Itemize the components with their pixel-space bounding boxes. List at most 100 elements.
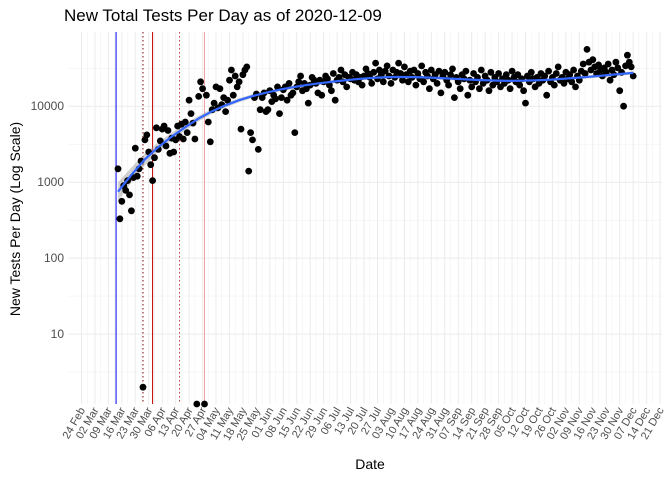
data-point bbox=[133, 172, 141, 180]
data-point bbox=[329, 70, 337, 77]
data-point bbox=[447, 71, 454, 79]
data-point bbox=[343, 83, 351, 91]
plot-background bbox=[68, 32, 662, 404]
data-point bbox=[379, 78, 387, 86]
data-point bbox=[508, 67, 516, 75]
data-point bbox=[485, 87, 493, 95]
data-point bbox=[552, 70, 560, 77]
data-point bbox=[427, 66, 435, 74]
data-point bbox=[437, 89, 445, 97]
data-point bbox=[401, 63, 408, 71]
data-point bbox=[328, 87, 335, 95]
data-point bbox=[468, 83, 476, 91]
data-point bbox=[381, 67, 389, 75]
data-point bbox=[249, 136, 256, 144]
data-point bbox=[201, 400, 208, 408]
data-point bbox=[195, 93, 203, 100]
data-point bbox=[164, 127, 172, 134]
data-point bbox=[464, 91, 472, 99]
data-point bbox=[358, 81, 366, 89]
y-axis-ticks: 10 100 1000 10000 bbox=[31, 99, 65, 341]
data-point bbox=[527, 68, 535, 76]
data-point bbox=[224, 96, 232, 104]
y-tick-label: 10 bbox=[51, 327, 65, 341]
data-point bbox=[278, 94, 285, 101]
data-point bbox=[179, 135, 187, 143]
data-point bbox=[114, 165, 122, 173]
data-point bbox=[304, 99, 312, 107]
data-point bbox=[193, 400, 201, 408]
data-point bbox=[441, 68, 449, 76]
data-point bbox=[543, 91, 551, 99]
data-point bbox=[560, 80, 568, 87]
data-point bbox=[245, 167, 253, 175]
data-point bbox=[476, 85, 483, 93]
data-point bbox=[579, 60, 587, 68]
data-point bbox=[420, 78, 427, 86]
data-point bbox=[222, 108, 230, 115]
data-point bbox=[254, 146, 262, 153]
data-point bbox=[199, 85, 207, 93]
data-point bbox=[326, 81, 333, 89]
data-point bbox=[435, 67, 443, 75]
data-point bbox=[291, 129, 299, 137]
data-point bbox=[418, 62, 426, 70]
data-point bbox=[583, 46, 591, 53]
data-point bbox=[191, 135, 199, 143]
data-point bbox=[541, 72, 549, 80]
data-point bbox=[370, 68, 378, 76]
data-point bbox=[337, 66, 345, 74]
data-point bbox=[153, 124, 160, 132]
data-point bbox=[243, 63, 251, 71]
data-point bbox=[122, 187, 130, 194]
data-point bbox=[397, 70, 404, 77]
data-point bbox=[149, 177, 157, 185]
data-point bbox=[624, 51, 631, 59]
data-point bbox=[550, 81, 558, 89]
data-point bbox=[228, 66, 235, 74]
data-point bbox=[226, 76, 233, 84]
data-point bbox=[570, 66, 577, 74]
data-point bbox=[139, 383, 147, 391]
smooth-trend bbox=[117, 71, 634, 193]
data-point bbox=[506, 85, 514, 93]
data-point bbox=[160, 122, 168, 130]
data-point bbox=[426, 85, 433, 93]
data-point bbox=[502, 71, 510, 79]
y-tick-label: 1000 bbox=[37, 175, 64, 189]
data-point bbox=[335, 74, 343, 81]
data-point bbox=[274, 83, 281, 91]
y-tick-label: 100 bbox=[44, 251, 64, 265]
data-point bbox=[272, 95, 279, 103]
data-point bbox=[516, 81, 524, 89]
data-point bbox=[237, 125, 245, 133]
y-tick-label: 10000 bbox=[31, 99, 65, 113]
data-point bbox=[170, 148, 178, 156]
data-point bbox=[572, 83, 579, 91]
data-point bbox=[289, 89, 297, 97]
data-point bbox=[614, 64, 622, 72]
data-point bbox=[522, 99, 529, 107]
data-point bbox=[131, 144, 139, 152]
data-point bbox=[383, 62, 391, 70]
data-point bbox=[399, 76, 406, 84]
data-point bbox=[627, 63, 635, 71]
x-axis-title: Date bbox=[355, 456, 385, 472]
data-point bbox=[495, 70, 502, 77]
data-point bbox=[629, 72, 637, 80]
data-point bbox=[395, 59, 402, 67]
data-point bbox=[589, 56, 597, 64]
data-point bbox=[276, 110, 283, 117]
data-point bbox=[295, 78, 303, 86]
data-point bbox=[331, 96, 339, 104]
data-point bbox=[433, 80, 441, 87]
data-point bbox=[606, 76, 614, 84]
data-point bbox=[162, 142, 170, 150]
data-point bbox=[127, 207, 135, 215]
data-point bbox=[233, 83, 241, 91]
data-point bbox=[235, 78, 243, 86]
smooth-line bbox=[117, 71, 634, 193]
data-point bbox=[604, 60, 612, 68]
data-point bbox=[297, 72, 304, 80]
data-point bbox=[445, 81, 452, 89]
